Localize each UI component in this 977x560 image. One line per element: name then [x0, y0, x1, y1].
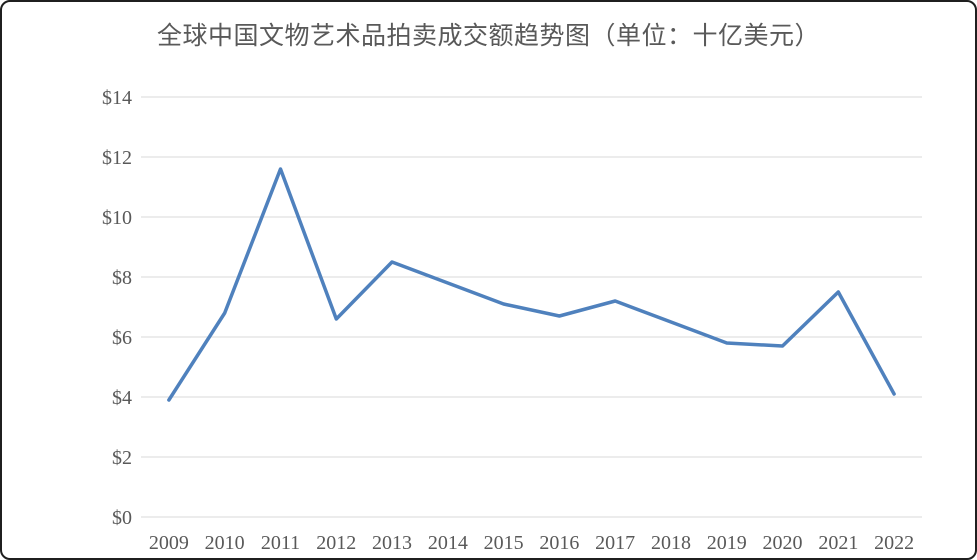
x-axis-tick-label: 2015 — [484, 532, 524, 554]
x-axis-tick-label: 2009 — [149, 532, 189, 554]
y-axis-tick-label: $10 — [102, 207, 132, 229]
y-axis-tick-label: $8 — [112, 267, 132, 289]
x-axis-tick-label: 2019 — [707, 532, 747, 554]
x-axis-tick-label: 2011 — [261, 532, 300, 554]
y-axis-tick-label: $6 — [112, 327, 132, 349]
y-axis-labels-group: $0 $2 $4 $6 $8 $10 $12 $14 — [102, 87, 132, 529]
x-axis-tick-label: 2020 — [763, 532, 803, 554]
y-axis-tick-label: $0 — [112, 507, 132, 529]
x-axis-tick-label: 2013 — [372, 532, 412, 554]
x-axis-tick-label: 2016 — [539, 532, 579, 554]
x-axis-tick-label: 2021 — [818, 532, 858, 554]
y-axis-tick-label: $4 — [112, 387, 132, 409]
x-axis-tick-label: 2012 — [316, 532, 356, 554]
x-axis-tick-label: 2018 — [651, 532, 691, 554]
x-axis-labels-group: 2009 2010 2011 2012 2013 2014 2015 2016 2017 2018… — [149, 532, 914, 554]
trend-line — [167, 167, 896, 402]
x-axis-tick-label: 2010 — [205, 532, 245, 554]
y-axis-tick-label: $14 — [102, 87, 132, 109]
y-axis-tick-label: $12 — [102, 147, 132, 169]
chart-title: 全球中国文物艺术品拍卖成交额趋势图（单位：十亿美元） — [156, 23, 820, 50]
gridlines-group — [141, 96, 922, 518]
y-axis-tick-label: $2 — [112, 447, 132, 469]
x-axis-tick-label: 2022 — [874, 532, 914, 554]
x-axis-tick-label: 2017 — [595, 532, 635, 554]
x-axis-tick-label: 2014 — [428, 532, 468, 554]
